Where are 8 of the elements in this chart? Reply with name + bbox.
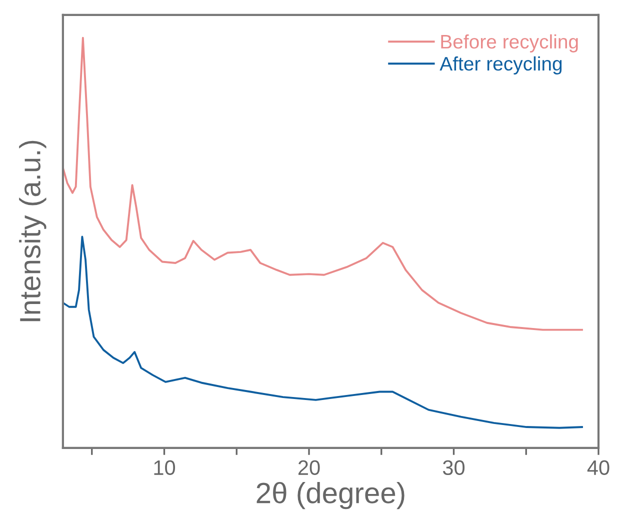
x-tick-label: 30 xyxy=(442,460,465,476)
x-tick-label: 20 xyxy=(298,460,320,476)
x-tick-label: 10 xyxy=(154,460,176,476)
y-axis-title: Intensity (a.u.) xyxy=(19,140,46,322)
x-tick-label: 40 xyxy=(587,460,610,476)
legend-label: After recycling xyxy=(440,56,562,74)
legend-label: Before recycling xyxy=(441,34,578,52)
x-axis-title: 2θ (degree) xyxy=(256,482,404,510)
